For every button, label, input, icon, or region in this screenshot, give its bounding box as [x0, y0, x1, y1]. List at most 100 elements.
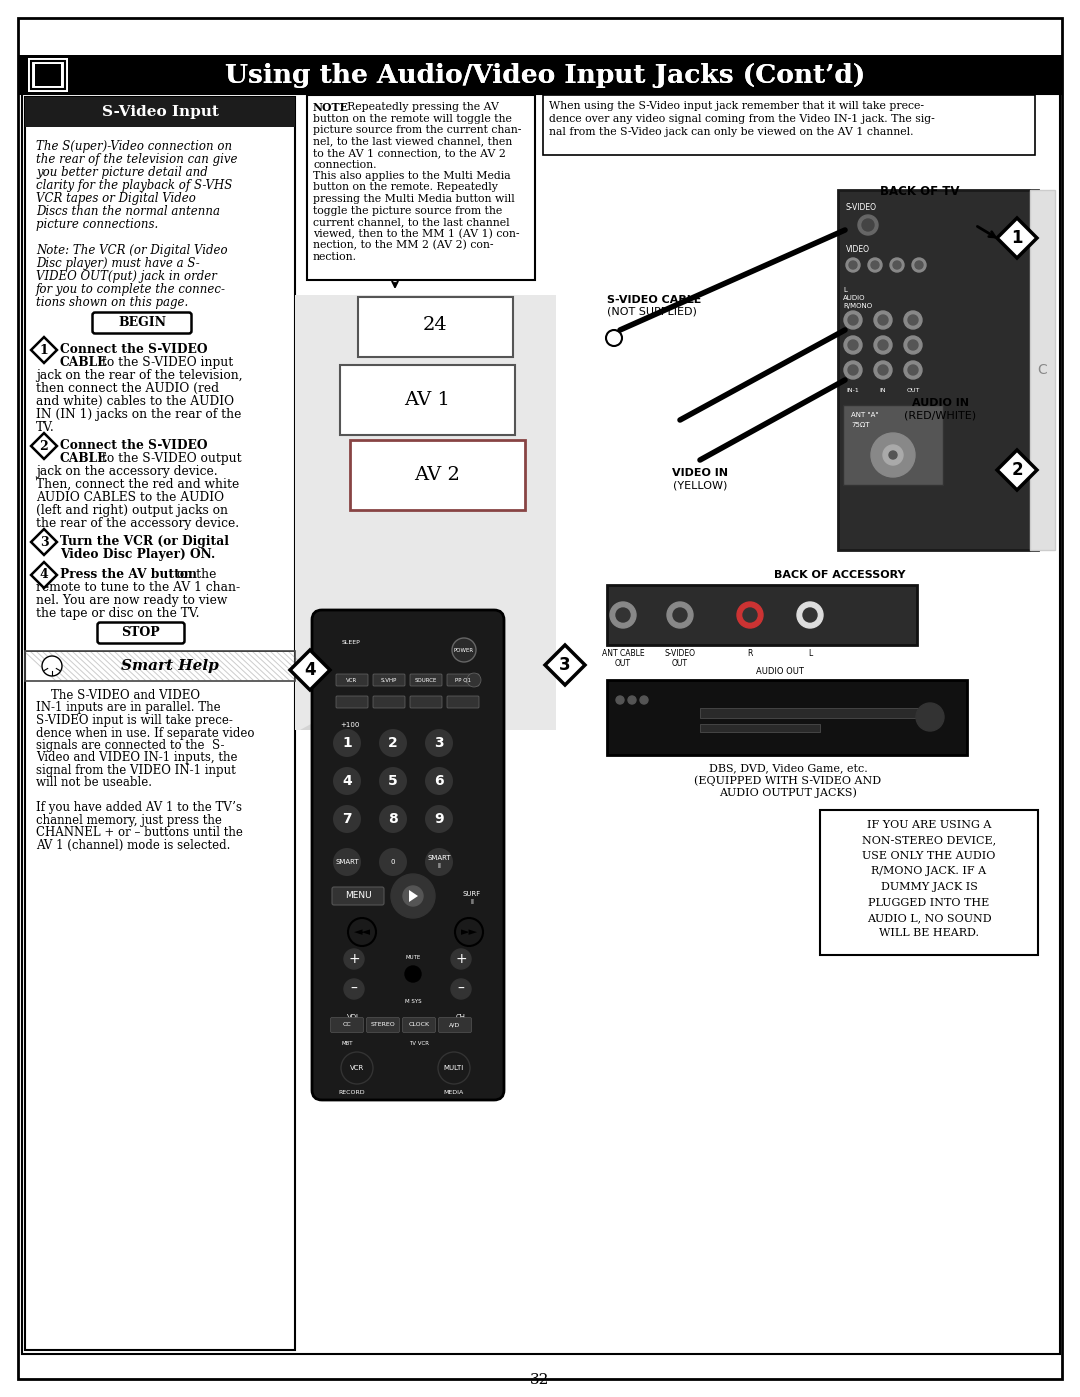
Circle shape: [673, 608, 687, 622]
Polygon shape: [31, 529, 57, 555]
Circle shape: [403, 886, 423, 907]
Circle shape: [883, 446, 903, 465]
Circle shape: [858, 215, 878, 235]
Text: the rear of the accessory device.: the rear of the accessory device.: [36, 517, 239, 529]
Text: nection.: nection.: [313, 251, 357, 261]
Text: Connect the S-VIDEO: Connect the S-VIDEO: [60, 439, 207, 453]
Circle shape: [453, 638, 476, 662]
Text: S-VIDEO: S-VIDEO: [846, 204, 877, 212]
Circle shape: [451, 949, 471, 970]
Circle shape: [908, 365, 918, 374]
Text: 3: 3: [40, 535, 49, 549]
Circle shape: [667, 602, 693, 629]
Text: to the S-VIDEO output: to the S-VIDEO output: [98, 453, 242, 465]
Text: IN-1: IN-1: [847, 387, 860, 393]
Text: 3: 3: [434, 736, 444, 750]
Circle shape: [333, 767, 361, 795]
Text: clarity for the playback of S-VHS: clarity for the playback of S-VHS: [36, 179, 232, 191]
Text: RECORD: RECORD: [339, 1090, 365, 1095]
Text: on the: on the: [173, 569, 216, 581]
Circle shape: [843, 312, 862, 330]
Circle shape: [737, 602, 762, 629]
Circle shape: [426, 767, 453, 795]
Text: signals are connected to the  S-: signals are connected to the S-: [36, 739, 225, 752]
Circle shape: [379, 767, 407, 795]
Bar: [838, 190, 1038, 550]
Text: DUMMY JACK IS: DUMMY JACK IS: [880, 882, 977, 893]
Text: S.VHP: S.VHP: [381, 678, 397, 683]
Text: toggle the picture source from the: toggle the picture source from the: [313, 205, 502, 215]
Circle shape: [848, 339, 858, 351]
Text: connection.: connection.: [313, 159, 377, 169]
Text: CABLE: CABLE: [60, 453, 108, 465]
Text: USE ONLY THE AUDIO: USE ONLY THE AUDIO: [862, 851, 996, 861]
Text: 3: 3: [559, 657, 571, 673]
Text: TV VCR: TV VCR: [409, 1041, 429, 1046]
Circle shape: [870, 433, 915, 476]
Text: picture connections.: picture connections.: [36, 218, 159, 231]
Circle shape: [616, 608, 630, 622]
FancyBboxPatch shape: [373, 696, 405, 708]
Polygon shape: [31, 562, 57, 588]
Text: signal from the VIDEO IN-1 input: signal from the VIDEO IN-1 input: [36, 764, 235, 777]
Circle shape: [893, 261, 901, 270]
Text: dence over any video signal coming from the Video IN-1 jack. The sig-: dence over any video signal coming from …: [549, 115, 935, 124]
Bar: [35, 64, 60, 87]
Text: you better picture detail and: you better picture detail and: [36, 166, 207, 179]
FancyBboxPatch shape: [410, 673, 442, 686]
Text: VOL: VOL: [347, 1014, 361, 1020]
Bar: [25, 96, 295, 1350]
Bar: [543, 95, 1035, 155]
Text: to the AV 1 connection, to the AV 2: to the AV 1 connection, to the AV 2: [313, 148, 505, 158]
Text: current channel, to the last channel: current channel, to the last channel: [313, 217, 510, 226]
Text: 75ΩT: 75ΩT: [851, 422, 869, 427]
Bar: [28, 59, 68, 92]
Text: AUDIO OUTPUT JACKS): AUDIO OUTPUT JACKS): [719, 787, 856, 798]
Text: SLEEP: SLEEP: [342, 640, 361, 645]
Text: AV 1: AV 1: [404, 391, 450, 409]
Text: BACK OF TV: BACK OF TV: [880, 184, 960, 198]
Text: II: II: [470, 900, 474, 905]
Text: If you have added AV 1 to the TV’s: If you have added AV 1 to the TV’s: [36, 802, 242, 814]
Text: 1: 1: [342, 736, 352, 750]
Bar: [820, 810, 1038, 956]
Text: –: –: [351, 982, 357, 996]
Text: channel memory, just press the: channel memory, just press the: [36, 814, 221, 827]
Circle shape: [904, 360, 922, 379]
Text: AUDIO OUT: AUDIO OUT: [756, 666, 804, 676]
Text: VIDEO IN: VIDEO IN: [672, 468, 728, 478]
Text: Video and VIDEO IN-1 inputs, the: Video and VIDEO IN-1 inputs, the: [36, 752, 238, 764]
Text: Disc player) must have a S-: Disc player) must have a S-: [36, 257, 200, 270]
Text: Smart Help: Smart Help: [121, 659, 219, 673]
Text: pressing the Multi Media button will: pressing the Multi Media button will: [313, 194, 515, 204]
Text: 4: 4: [40, 569, 49, 581]
FancyBboxPatch shape: [447, 673, 480, 686]
Text: OUT: OUT: [672, 659, 688, 668]
Bar: [25, 96, 295, 127]
Text: Note: The VCR (or Digital Video: Note: The VCR (or Digital Video: [36, 244, 228, 257]
Circle shape: [908, 314, 918, 326]
Text: ANT CABLE: ANT CABLE: [602, 650, 645, 658]
Circle shape: [846, 258, 860, 272]
Text: 6: 6: [434, 774, 444, 788]
Circle shape: [333, 805, 361, 833]
Bar: [607, 680, 967, 754]
Circle shape: [405, 965, 421, 982]
Text: S-Video Input: S-Video Input: [102, 105, 218, 119]
Text: ◄◄: ◄◄: [353, 928, 370, 937]
Text: BACK OF ACCESSORY: BACK OF ACCESSORY: [774, 570, 906, 580]
Text: 2: 2: [388, 736, 397, 750]
Text: (NOT SUPPLIED): (NOT SUPPLIED): [607, 307, 697, 317]
Text: OUT: OUT: [615, 659, 631, 668]
Circle shape: [333, 848, 361, 876]
Text: 0: 0: [391, 859, 395, 865]
Text: and white) cables to the AUDIO: and white) cables to the AUDIO: [36, 395, 234, 408]
Circle shape: [42, 657, 62, 676]
Circle shape: [878, 339, 888, 351]
FancyBboxPatch shape: [410, 696, 442, 708]
Text: Video Disc Player) ON.: Video Disc Player) ON.: [60, 548, 215, 562]
Bar: [607, 585, 917, 645]
Text: nel, to the last viewed channel, then: nel, to the last viewed channel, then: [313, 137, 512, 147]
Bar: [700, 724, 820, 732]
Polygon shape: [291, 650, 330, 690]
